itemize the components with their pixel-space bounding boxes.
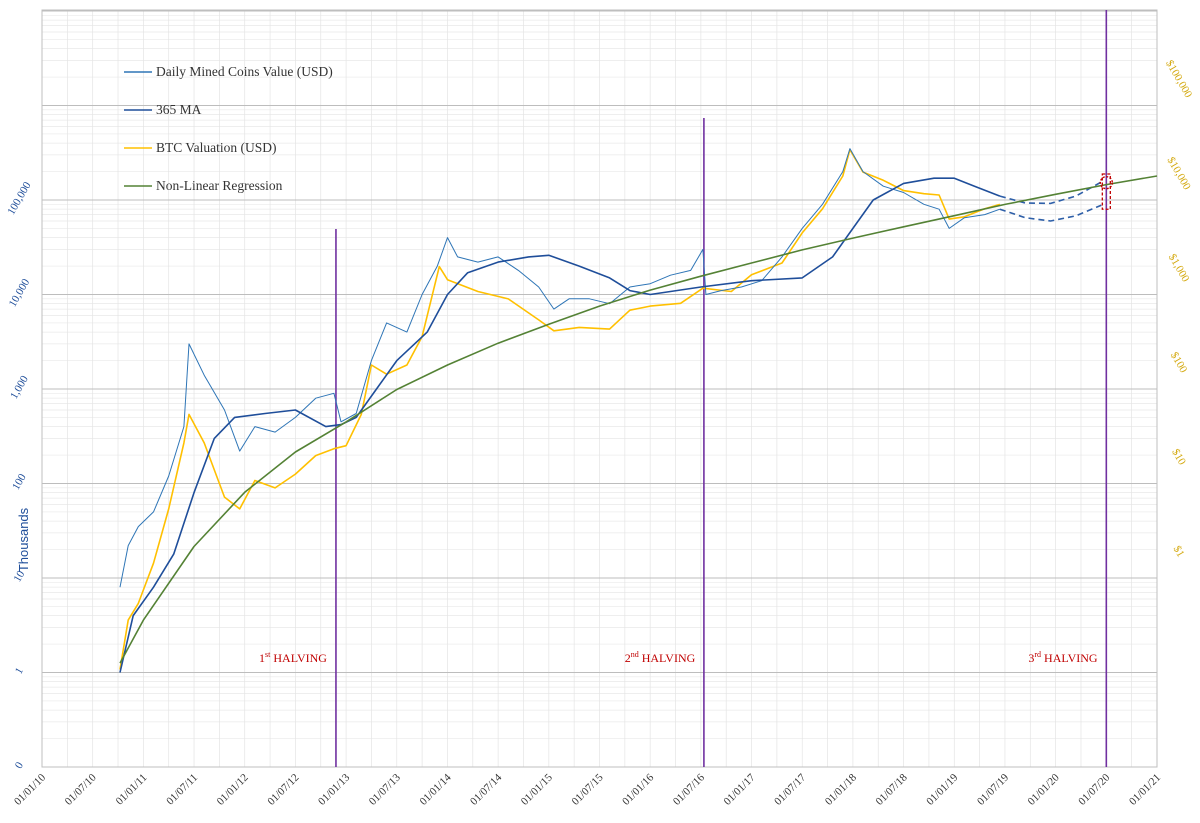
left-tick-label: 100,000 [5,180,34,217]
x-axis-ticks: 01/01/10 01/07/10 01/01/11 01/07/11 01/01/12… [12,771,1163,807]
legend-label: Daily Mined Coins Value (USD) [156,64,333,79]
left-tick-label: 10,000 [7,276,33,309]
series-line-non-linear-regression [119,175,1158,664]
x-tick-label: 01/01/20 [1026,771,1062,807]
legend-label: Non-Linear Regression [156,178,283,193]
left-tick-label: 100 [10,471,29,492]
x-tick-label: 01/01/15 [519,771,555,807]
x-tick-label: 01/07/17 [772,771,808,807]
series-line-365-ma-projection- [999,181,1102,205]
series-line-btc-valuation-usd- [119,148,1001,670]
target-box-annotation [1101,173,1111,210]
x-tick-label: 01/07/10 [63,771,99,807]
x-tick-label: 01/01/17 [721,771,757,807]
series-line-daily-mined-coins-value-projection- [999,204,1102,222]
left-tick-label: 1,000 [8,373,31,401]
legend-label: BTC Valuation (USD) [156,140,277,155]
x-tick-label: 01/01/18 [823,771,859,807]
x-tick-label: 01/01/16 [620,771,656,807]
x-tick-label: 01/07/11 [164,772,200,808]
x-tick-label: 01/07/15 [569,771,605,807]
x-tick-label: 01/07/20 [1076,771,1112,807]
right-tick-label: $10,000 [1164,155,1193,192]
x-tick-label: 01/07/19 [975,771,1011,807]
series-line-daily-mined-coins-value-usd- [119,148,1001,588]
x-tick-label: 01/07/18 [874,771,910,807]
x-tick-label: 01/01/12 [215,772,251,808]
right-tick-label: $100 [1168,350,1190,375]
legend: Daily Mined Coins Value (USD) 365 MA BTC V… [124,64,333,193]
halving-label: 3rd HALVING [1028,650,1098,665]
right-tick-label: $1,000 [1166,252,1192,285]
right-tick-label: $10 [1169,447,1188,468]
right-tick-label: $1 [1171,544,1187,560]
major-gridlines [41,9,1158,768]
halving-lines [335,10,1108,767]
halving-label: 2nd HALVING [625,650,696,665]
x-tick-label: 01/01/21 [1127,772,1163,808]
left-tick-label: 1 [13,666,26,677]
left-tick-label: 0 [13,760,26,771]
halving-labels: 1st HALVING 2nd HALVING 3rd HALVING [259,650,1098,665]
target-circle-annotation [1099,175,1114,190]
x-tick-label: 01/07/14 [468,771,504,807]
plot-frame [41,9,1158,768]
y-axis-title: Thousands [16,507,31,572]
annotations [1099,173,1114,210]
right-tick-label: $100,000 [1163,58,1194,100]
right-axis-ticks: $1 $10 $100 $1,000 $10,000 $100,000 [1163,58,1194,559]
x-tick-label: 01/01/10 [12,771,48,807]
x-tick-label: 01/07/16 [671,771,707,807]
x-tick-label: 01/01/11 [114,772,150,808]
x-tick-label: 01/01/19 [924,771,960,807]
x-tick-label: 01/01/13 [316,771,352,807]
series-layer [119,148,1158,673]
halving-label: 1st HALVING [259,650,327,665]
x-tick-label: 01/07/13 [367,771,403,807]
x-tick-label: 01/01/14 [417,771,453,807]
series-line-365-ma [119,177,1001,673]
x-tick-label: 01/07/12 [265,772,301,808]
legend-label: 365 MA [156,102,202,117]
